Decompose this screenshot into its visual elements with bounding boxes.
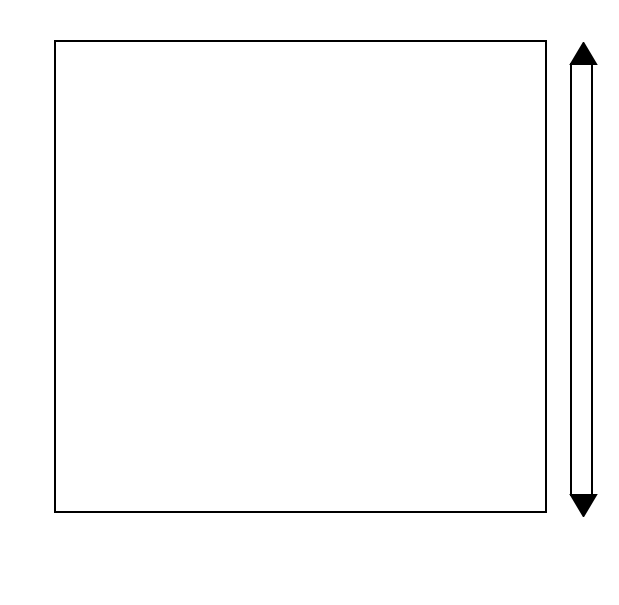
colorbar-gradient [572,65,591,494]
colorbar [569,42,598,517]
map-canvas [56,42,545,511]
map-plot [54,40,547,513]
colorbar-arrow-down-icon [569,494,598,517]
colorbar-arrow-up-icon [569,42,598,65]
